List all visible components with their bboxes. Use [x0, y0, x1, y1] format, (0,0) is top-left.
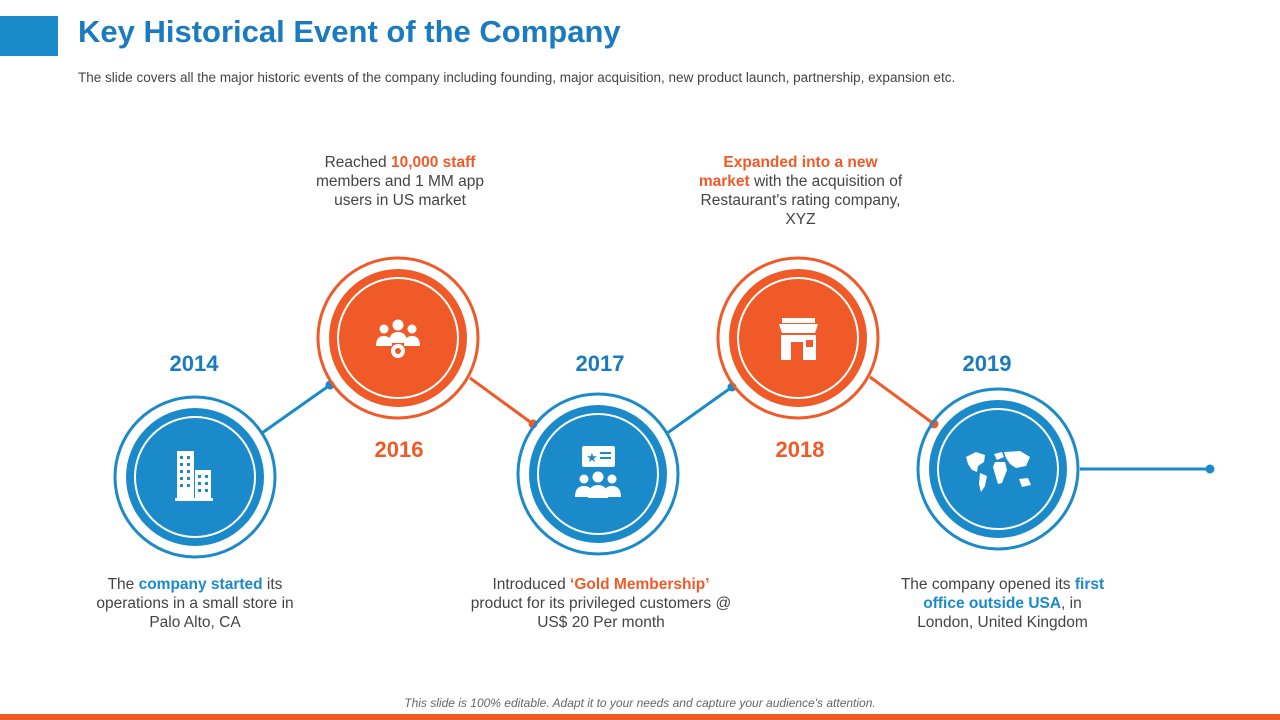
connector-line — [869, 375, 935, 426]
timeline-circle-2014 — [113, 395, 277, 559]
event-description-2017: Introduced ‘Gold Membership’ product for… — [470, 576, 732, 631]
timeline-circle-2019 — [916, 387, 1080, 551]
buildings-icon — [175, 451, 213, 501]
storefront-icon — [779, 318, 818, 360]
connector-line — [665, 385, 733, 436]
page-subtitle: The slide covers all the major historic … — [78, 70, 956, 85]
membership-card-icon: ★ — [575, 446, 621, 498]
event-year-2016: 2016 — [374, 437, 424, 462]
event-description-2016: Reached 10,000 staff members and 1 MM ap… — [316, 154, 484, 209]
world-map-icon — [966, 451, 1031, 492]
connector-line — [261, 383, 331, 435]
svg-text:★: ★ — [586, 451, 598, 466]
connector-dot — [1205, 464, 1215, 474]
event-description-2014: The company started its operations in a … — [96, 576, 294, 631]
timeline-circle-2018 — [716, 256, 880, 420]
event-year-2014: 2014 — [169, 351, 219, 376]
team-gear-icon — [376, 319, 420, 358]
timeline-circle-2016 — [316, 256, 480, 420]
page-title: Key Historical Event of the Company — [78, 14, 621, 49]
event-description-2019: The company opened its first office outs… — [900, 576, 1105, 631]
footer-note: This slide is 100% editable. Adapt it to… — [404, 696, 876, 710]
connector-line — [469, 376, 534, 426]
bottom-accent-bar — [0, 714, 1280, 720]
timeline-circle-2017: ★ — [516, 392, 680, 556]
event-description-2018: Expanded into a new market with the acqu… — [698, 154, 903, 228]
header-accent-block — [0, 16, 58, 56]
event-year-2017: 2017 — [575, 351, 625, 376]
event-year-2019: 2019 — [962, 351, 1012, 376]
event-year-2018: 2018 — [775, 437, 825, 462]
